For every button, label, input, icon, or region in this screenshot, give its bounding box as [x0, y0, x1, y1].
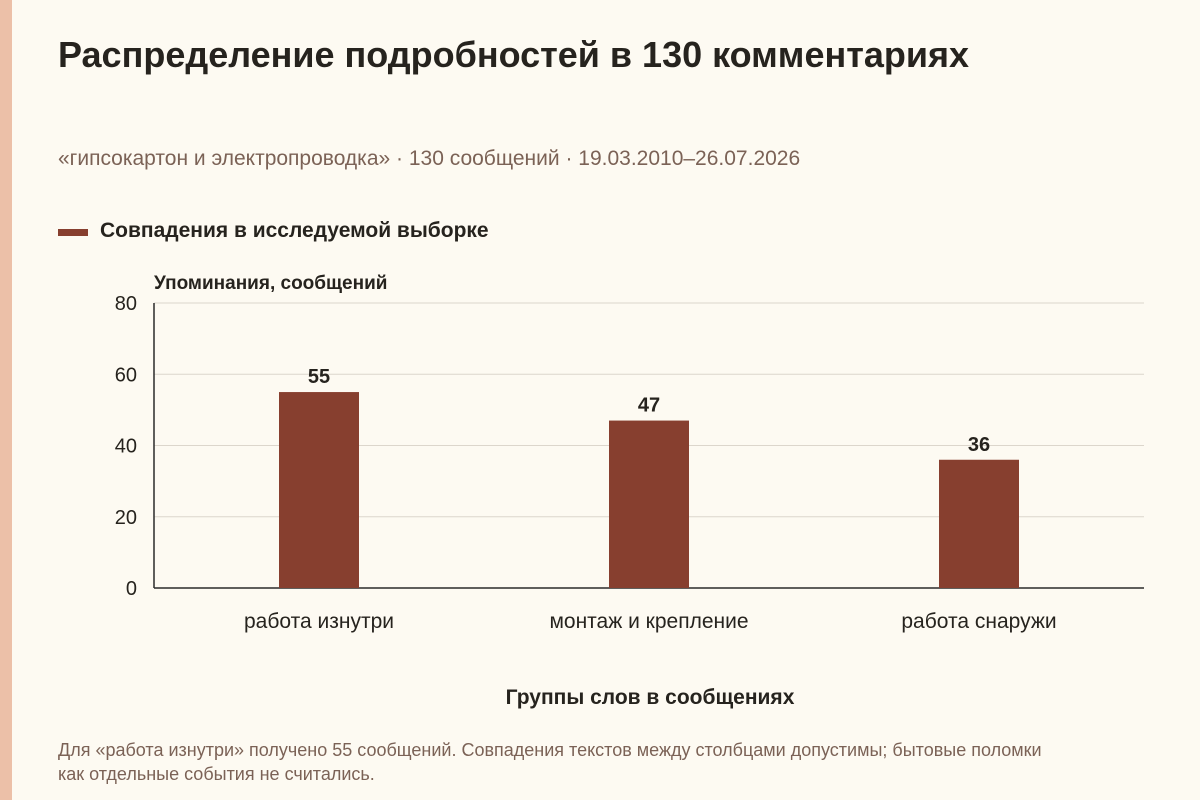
- x-axis-label: Группы слов в сообщениях: [505, 686, 795, 709]
- y-tick-label: 60: [115, 364, 137, 386]
- y-tick-label: 40: [115, 436, 137, 458]
- chart-title: Распределение подробностей в 130 коммент…: [58, 34, 970, 75]
- data-label: 47: [638, 395, 660, 417]
- bar: [939, 459, 1019, 588]
- bar: [609, 420, 689, 588]
- y-tick-label: 0: [126, 578, 137, 600]
- x-tick-label: монтаж и крепление: [549, 610, 748, 633]
- legend: Совпадения в исследуемой выборке: [58, 219, 489, 243]
- y-tick-label: 20: [115, 507, 137, 529]
- x-tick-label: работа изнутри: [244, 610, 394, 633]
- legend-swatch: [58, 228, 88, 236]
- y-axis-label: Упоминания, сообщений: [154, 273, 388, 294]
- footnote: Для «работа изнутри» получено 55 сообщен…: [58, 740, 1042, 784]
- data-label: 55: [308, 366, 330, 388]
- y-tick-label: 80: [115, 293, 137, 315]
- data-label: 36: [968, 434, 990, 456]
- bar: [279, 392, 359, 588]
- chart-subtitle: «гипсокартон и электропроводка» · 130 со…: [58, 147, 801, 170]
- legend-label: Совпадения в исследуемой выборке: [100, 219, 489, 242]
- accent-strip: [0, 0, 12, 800]
- x-tick-label: работа снаружи: [901, 610, 1056, 633]
